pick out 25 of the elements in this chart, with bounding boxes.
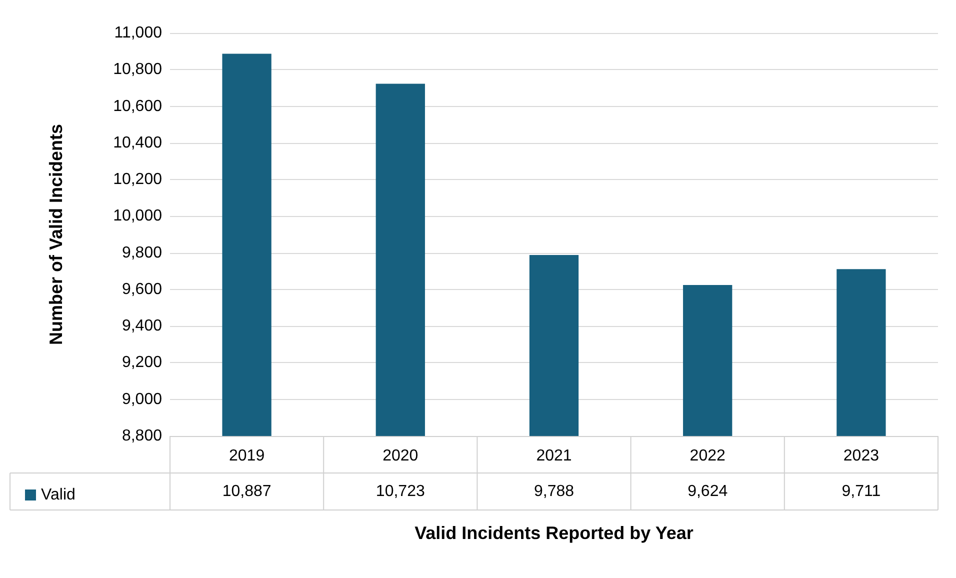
- y-tick-label: 10,400: [113, 134, 162, 152]
- y-tick-label: 9,800: [122, 244, 162, 262]
- data-label: 10,723: [376, 483, 425, 500]
- y-tick-label: 10,800: [113, 61, 162, 78]
- x-tick-label: 2021: [536, 448, 572, 464]
- y-tick-label: 10,600: [113, 98, 162, 115]
- y-tick-label: 9,200: [122, 354, 162, 372]
- y-tick-label: 11,000: [114, 24, 162, 42]
- x-tick-label: 2023: [843, 448, 880, 464]
- y-tick-label: 9,400: [122, 318, 162, 335]
- x-axis-title: Valid Incidents Reported by Year: [414, 523, 694, 543]
- x-tick-label: 2019: [229, 448, 265, 464]
- data-label: 10,887: [222, 483, 272, 500]
- data-label: 9,711: [842, 483, 881, 500]
- y-tick-label: 10,200: [113, 171, 162, 188]
- y-tick-label: 8,800: [122, 428, 162, 444]
- y-tick-label: 9,600: [122, 280, 162, 298]
- x-tick-label: 2022: [690, 448, 726, 464]
- y-axis-title: Number of Valid Incidents: [46, 124, 66, 346]
- y-tick-label: 10,000: [113, 208, 162, 225]
- legend-label: Valid: [41, 486, 76, 504]
- data-label: 9,624: [688, 483, 728, 500]
- y-tick-label: 9,000: [122, 390, 162, 408]
- data-label: 9,788: [534, 483, 574, 500]
- x-tick-label: 2020: [382, 448, 418, 464]
